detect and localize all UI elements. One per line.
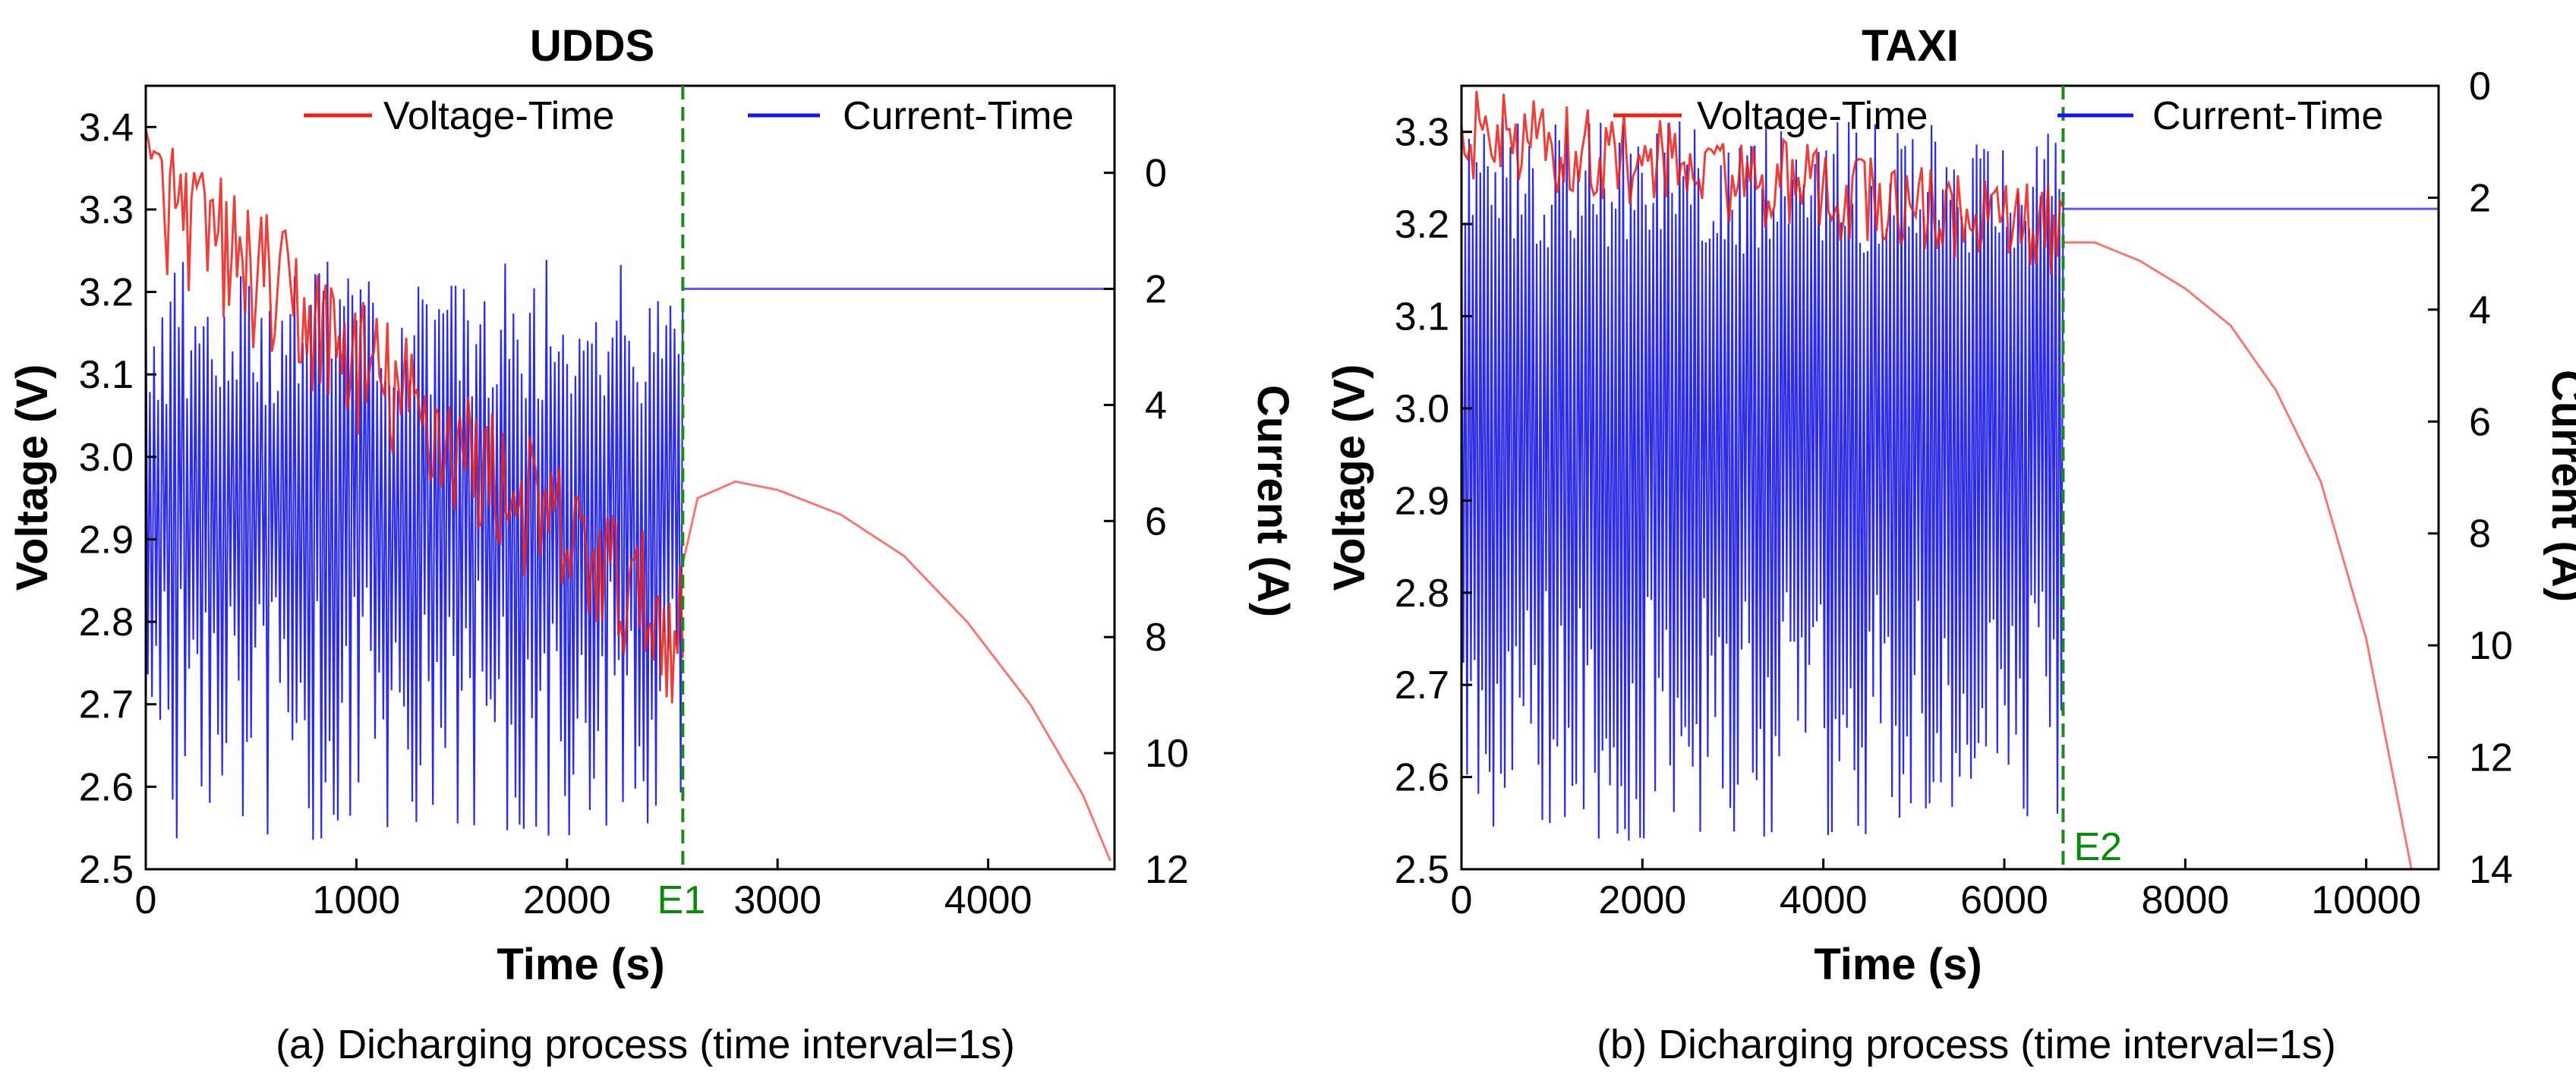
y2-tick-label: 8 [2469,512,2491,556]
y-tick-label: 3.2 [1395,203,1449,247]
voltage-discharge-curve [681,480,1111,862]
y2-tick-label: 2 [2469,176,2491,220]
x-tick-label: 8000 [2141,878,2229,922]
plot-frame [144,84,1116,871]
x-tick-label: 10000 [2311,878,2421,922]
y-tick-label: 2.6 [79,765,134,809]
plot-frame [1460,84,2440,871]
x-tick-label: 0 [1451,878,1473,922]
y2-tick-label: 14 [2469,848,2513,892]
x-tick-label: 2000 [523,878,611,922]
y2-tick-label: 6 [1145,500,1167,544]
tick-layer: 0 1000 2000 3000 4000 2.5 2.6 2.7 2.8 2.9 3.0 3.1 3.… [79,106,1189,922]
caption: (b) Dicharging process (time interval=1s… [1597,1022,2336,1067]
y2-axis-title: Current (A) [2543,370,2576,602]
y-axis-title: Voltage (V) [1325,364,1374,591]
y2-tick-label: 8 [1145,616,1167,660]
series-layer [146,128,1115,862]
y-tick-label: 3.1 [79,353,134,397]
x-tick-label: 3000 [733,878,821,922]
y-tick-label: 2.9 [1395,479,1449,523]
y2-tick-label: 0 [1145,152,1167,196]
event-marker: E1 [657,86,706,922]
y-tick-label: 2.8 [79,600,134,645]
y2-tick-label: 12 [2469,736,2513,780]
y-tick-label: 2.8 [1395,572,1449,616]
y-tick-label: 3.0 [79,436,134,480]
chart-panel-udds: UDDS 0 1000 2000 3000 4000 2.5 2.6 2.7 2.8 2.9 3.0… [8,21,1297,1067]
y2-tick-label: 0 [2469,65,2491,109]
x-tick-label: 2000 [1598,878,1686,922]
y-tick-label: 2.5 [79,848,134,892]
y2-tick-label: 12 [1145,848,1189,892]
y-tick-label: 3.3 [1395,111,1449,155]
y2-axis-title: Current (A) [1248,385,1297,617]
y-tick-label: 2.6 [1395,756,1449,800]
legend: Voltage-Time Current-Time [1613,94,2383,138]
legend-current-label: Current-Time [2152,94,2383,138]
legend-voltage-label: Voltage-Time [383,94,614,138]
voltage-dynamic-line [146,128,684,704]
legend: Voltage-Time Current-Time [304,94,1074,138]
event-marker: E2 [2061,86,2122,869]
y-tick-label: 2.7 [1395,663,1449,708]
voltage-dynamic-line [1461,90,2064,275]
x-tick-label: 6000 [1960,878,2048,922]
series-layer [1461,90,2439,869]
voltage-discharge-curve [2063,241,2413,869]
y2-tick-label: 10 [2469,624,2513,668]
y-tick-label: 3.2 [79,271,134,315]
marker-label: E1 [657,878,706,922]
y-tick-label: 3.4 [79,106,134,150]
y2-tick-label: 2 [1145,268,1167,312]
caption: (a) Dicharging process (time interval=1s… [276,1022,1015,1067]
y-tick-label: 2.9 [79,518,134,562]
x-tick-label: 4000 [944,878,1033,922]
marker-label: E2 [2073,825,2122,869]
y-tick-label: 2.7 [79,683,134,727]
y2-tick-label: 4 [2469,288,2491,332]
tick-layer: 0 2000 4000 6000 8000 10000 2.5 2.6 2.7 2.8 2.9 3.0… [1395,65,2513,922]
y2-tick-label: 4 [1145,383,1167,427]
x-tick-label: 1000 [313,878,401,922]
y-axis-title: Voltage (V) [8,364,57,591]
y-tick-label: 3.1 [1395,295,1449,339]
y-tick-label: 2.5 [1395,848,1449,892]
x-axis-title: Time (s) [497,940,664,989]
current-dynamic-line [146,260,684,840]
legend-current-label: Current-Time [843,94,1074,138]
y2-tick-label: 6 [2469,400,2491,444]
chart-title: UDDS [530,21,654,71]
chart-panel-taxi: TAXI 0 2000 4000 6000 8000 10000 2.5 2.6 2.7 2.8 2… [1325,21,2576,1067]
y-tick-label: 3.0 [1395,387,1449,431]
x-tick-label: 4000 [1780,878,1868,922]
legend-voltage-label: Voltage-Time [1697,94,1928,138]
chart-title: TAXI [1862,21,1959,71]
x-axis-title: Time (s) [1814,940,1982,989]
y2-tick-label: 10 [1145,732,1189,776]
y-tick-label: 3.3 [79,188,134,232]
x-tick-label: 0 [135,878,157,922]
